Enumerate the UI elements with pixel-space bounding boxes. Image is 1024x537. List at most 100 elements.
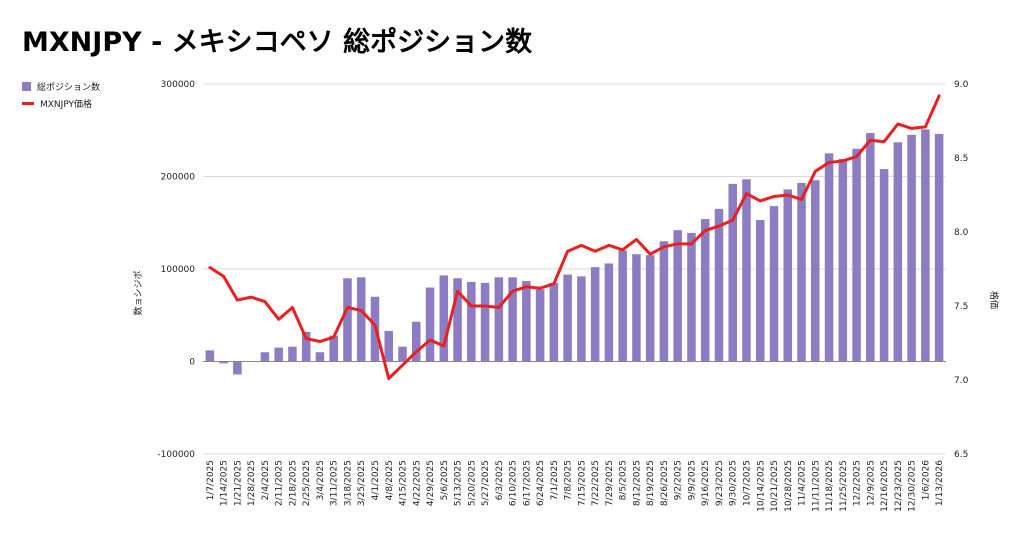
x-tick-label: 9/2/2025 <box>674 460 684 500</box>
legend: 総ポジション数 MXNJPY価格 <box>22 78 100 112</box>
bar <box>356 277 366 362</box>
price-point <box>346 306 348 308</box>
price-point <box>649 253 651 255</box>
bar <box>632 254 641 362</box>
x-tick-label: 10/28/2025 <box>784 460 794 512</box>
x-tick-label: 3/4/2025 <box>316 460 326 500</box>
bar <box>343 278 352 362</box>
price-point <box>498 306 500 308</box>
x-tick-label: 2/11/2025 <box>275 460 285 506</box>
price-point <box>869 139 871 141</box>
x-tick-label: 8/12/2025 <box>632 460 642 506</box>
bar <box>412 321 421 362</box>
bar <box>439 275 449 362</box>
price-point <box>594 250 596 252</box>
price-point <box>718 225 720 227</box>
bar <box>384 330 394 362</box>
x-tick-label: 12/30/2025 <box>908 460 918 512</box>
x-tick-label: 10/14/2025 <box>756 460 766 512</box>
bar <box>274 347 283 362</box>
y2-tick-label: 7.5 <box>954 302 968 312</box>
y2-tick-label: 7.0 <box>954 376 969 386</box>
x-tick-label: 5/6/2025 <box>440 460 450 500</box>
price-point <box>429 339 431 341</box>
bar <box>205 350 215 362</box>
x-tick-label: 2/4/2025 <box>261 460 271 500</box>
price-point <box>814 170 816 172</box>
bar <box>852 148 861 362</box>
bar <box>260 352 270 362</box>
x-tick-label: 8/5/2025 <box>619 460 629 500</box>
x-tick-label: 1/21/2025 <box>233 460 243 506</box>
bar <box>522 281 531 362</box>
bar <box>866 133 875 362</box>
x-tick-label: 7/1/2025 <box>550 460 560 500</box>
x-tick-label: 5/27/2025 <box>481 460 491 506</box>
bar <box>659 241 669 362</box>
price-point <box>635 238 637 240</box>
x-tick-label: 10/7/2025 <box>742 460 752 506</box>
x-tick-label: 7/15/2025 <box>577 460 587 506</box>
price-point <box>374 324 376 326</box>
price-point <box>209 267 211 269</box>
bar <box>549 282 559 362</box>
x-tick-label: 6/10/2025 <box>509 460 519 506</box>
price-point <box>938 95 940 97</box>
bar <box>590 267 600 362</box>
bar <box>494 277 504 362</box>
x-tick-label: 9/9/2025 <box>687 460 697 500</box>
price-point <box>333 336 335 338</box>
price-point <box>415 351 417 353</box>
x-axis: 1/7/2025 1/14/2025 1/21/2025 1/28/2025 2/4/2… <box>206 460 945 512</box>
x-tick-label: 2/25/2025 <box>302 460 312 506</box>
x-tick-label: 4/1/2025 <box>371 460 381 500</box>
legend-item-bars[interactable]: 総ポジション数 <box>22 78 100 95</box>
price-point <box>580 244 582 246</box>
price-point <box>663 246 665 248</box>
bar <box>480 282 490 362</box>
bar <box>755 219 765 362</box>
bar <box>811 180 820 362</box>
price-point <box>704 230 706 232</box>
bar <box>824 153 834 362</box>
line-series <box>208 94 941 381</box>
price-point <box>360 309 362 311</box>
x-tick-label: 12/2/2025 <box>853 460 863 506</box>
price-point <box>924 126 926 128</box>
y-tick-label: 200000 <box>161 173 196 183</box>
bar <box>577 276 586 362</box>
bar <box>329 335 338 362</box>
price-point <box>856 156 858 158</box>
x-tick-label: 1/14/2025 <box>220 460 230 506</box>
bar <box>467 281 476 362</box>
price-point <box>512 290 514 292</box>
y-tick-label: 0 <box>189 358 195 368</box>
bar <box>508 277 517 362</box>
price-point <box>773 195 775 197</box>
bar <box>797 182 806 362</box>
y2-tick-label: 8.5 <box>954 154 968 164</box>
x-tick-label: 3/11/2025 <box>330 460 340 506</box>
bar <box>893 142 903 362</box>
bar <box>742 179 751 362</box>
bar <box>398 346 407 362</box>
legend-item-line[interactable]: MXNJPY価格 <box>22 95 100 112</box>
price-point <box>402 364 404 366</box>
price-point <box>484 305 486 307</box>
bar-series <box>205 129 944 375</box>
x-tick-label: 12/16/2025 <box>880 460 890 512</box>
bar <box>618 250 627 362</box>
price-point <box>897 123 899 125</box>
price-point <box>264 301 266 303</box>
price-point <box>223 275 225 277</box>
bar <box>233 361 242 375</box>
x-tick-label: 12/23/2025 <box>894 460 904 512</box>
price-point <box>525 286 527 288</box>
bar <box>246 361 256 362</box>
bar <box>453 278 462 362</box>
x-tick-label: 8/26/2025 <box>660 460 670 506</box>
price-point <box>567 250 569 252</box>
x-tick-label: 4/29/2025 <box>426 460 436 506</box>
price-point <box>291 306 293 308</box>
